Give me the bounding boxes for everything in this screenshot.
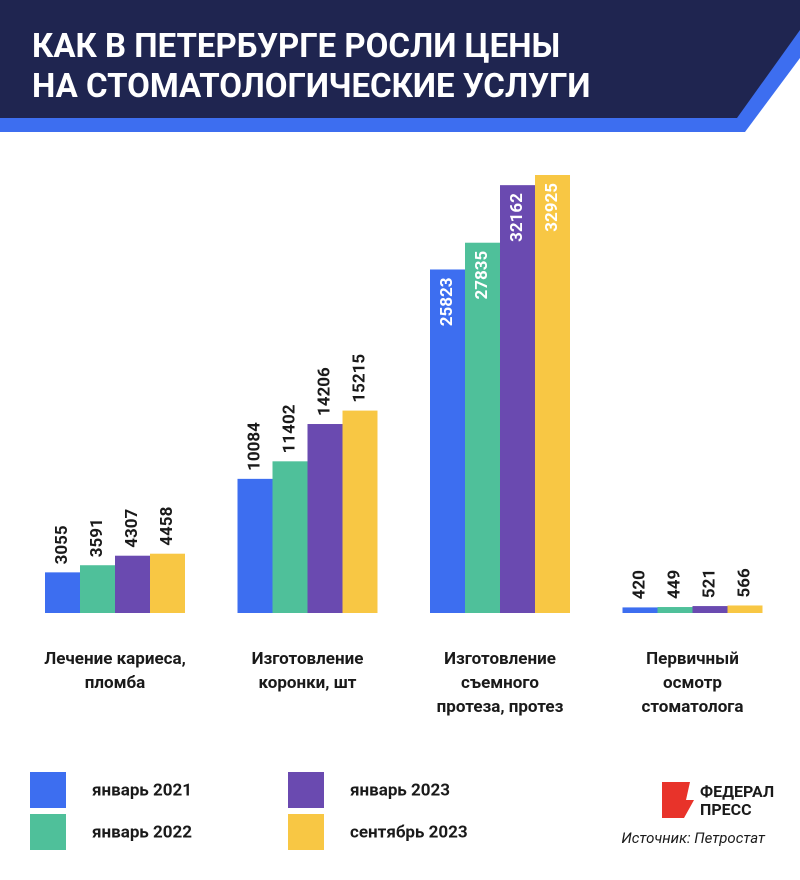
bar bbox=[465, 242, 500, 613]
bar bbox=[237, 478, 273, 613]
value-label: 3591 bbox=[87, 518, 107, 557]
bar bbox=[150, 553, 185, 613]
value-label: 566 bbox=[734, 568, 754, 598]
legend-label: январь 2022 bbox=[92, 822, 192, 842]
legend-swatch bbox=[288, 772, 324, 808]
logo: ФЕДЕРАЛ ПРЕСС bbox=[662, 782, 774, 819]
bar bbox=[80, 565, 115, 613]
logo-icon bbox=[662, 782, 694, 818]
category-label: съемного bbox=[461, 673, 539, 693]
value-label: 3055 bbox=[52, 525, 72, 564]
value-label: 10084 bbox=[244, 422, 264, 471]
legend-label: январь 2021 bbox=[92, 780, 192, 800]
value-label: 32925 bbox=[542, 183, 562, 232]
bar bbox=[342, 410, 378, 613]
category-label: стоматолога bbox=[641, 697, 743, 717]
bar bbox=[622, 607, 658, 613]
category-label: коронки, шт bbox=[259, 673, 357, 693]
value-label: 14206 bbox=[314, 367, 334, 416]
value-label: 32162 bbox=[507, 193, 527, 242]
bar bbox=[45, 572, 80, 613]
bar bbox=[535, 175, 570, 613]
legend-swatch bbox=[30, 814, 66, 850]
logo-text: ФЕДЕРАЛ bbox=[700, 782, 774, 801]
bar bbox=[307, 424, 343, 613]
chart-title: НА СТОМАТОЛОГИЧЕСКИЕ УСЛУГИ bbox=[32, 67, 590, 106]
legend-label: январь 2023 bbox=[350, 780, 450, 800]
category-label: осмотр bbox=[663, 673, 722, 693]
legend-swatch bbox=[288, 814, 324, 850]
bar bbox=[272, 461, 308, 613]
category-label: пломба bbox=[85, 673, 146, 693]
category-label: Лечение кариеса, bbox=[44, 649, 186, 669]
bar bbox=[657, 607, 693, 613]
value-label: 4458 bbox=[157, 507, 177, 546]
bar bbox=[430, 269, 465, 613]
category-label: Изготовление bbox=[444, 649, 556, 669]
value-label: 4307 bbox=[122, 508, 142, 547]
value-label: 449 bbox=[664, 570, 684, 599]
category-label: Первичный bbox=[646, 649, 739, 669]
bar bbox=[500, 185, 535, 614]
value-label: 15215 bbox=[349, 354, 369, 403]
legend-swatch bbox=[30, 772, 66, 808]
value-label: 27835 bbox=[472, 250, 492, 299]
category-label: протеза, протез bbox=[437, 697, 564, 717]
header-band bbox=[0, 0, 800, 118]
chart-title: КАК В ПЕТЕРБУРГЕ РОСЛИ ЦЕНЫ bbox=[32, 27, 560, 66]
bar bbox=[727, 605, 763, 613]
bar bbox=[115, 555, 150, 613]
value-label: 521 bbox=[699, 569, 719, 598]
bar bbox=[692, 606, 728, 613]
category-label: Изготовление bbox=[252, 649, 364, 669]
logo-text: ПРЕСС bbox=[700, 800, 752, 819]
source: Источник: Петростат bbox=[621, 829, 766, 847]
value-label: 11402 bbox=[279, 404, 299, 453]
value-label: 420 bbox=[629, 570, 649, 599]
value-label: 25823 bbox=[437, 277, 457, 326]
legend-label: сентябрь 2023 bbox=[350, 822, 468, 842]
